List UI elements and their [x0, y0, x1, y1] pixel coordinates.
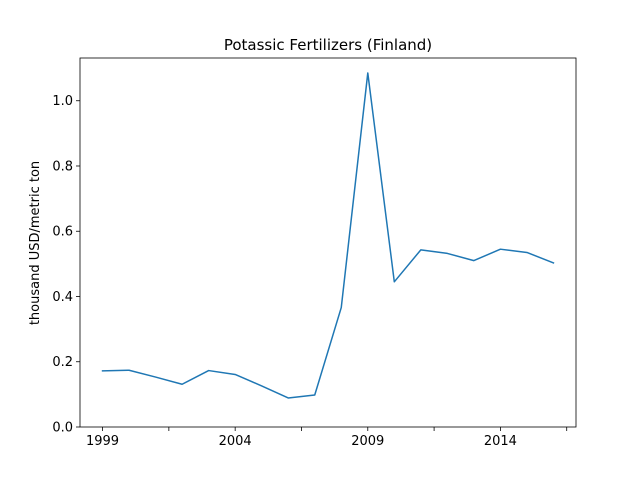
x-tick-label: 2004	[219, 434, 252, 449]
axes-frame	[79, 57, 577, 428]
y-tick-label: 0.4	[52, 290, 73, 305]
y-axis-label: thousand USD/metric ton	[28, 161, 43, 325]
y-tick-label: 0.6	[52, 225, 73, 240]
y-tick-label: 0.8	[52, 159, 73, 174]
x-tick-label: 2009	[351, 434, 384, 449]
series-line-0	[101, 72, 555, 399]
x-tick-label: 2014	[484, 434, 517, 449]
y-tick-label: 0.0	[52, 421, 73, 436]
chart-title: Potassic Fertilizers (Finland)	[224, 36, 432, 54]
y-tick-label: 0.2	[52, 355, 73, 370]
plot-area: 1999 2004 2009 2014 0.0 0.2 0.4 0.6 0.8 1.0	[52, 57, 577, 449]
y-tick-label: 1.0	[52, 94, 73, 109]
x-tick-label: 1999	[86, 434, 119, 449]
